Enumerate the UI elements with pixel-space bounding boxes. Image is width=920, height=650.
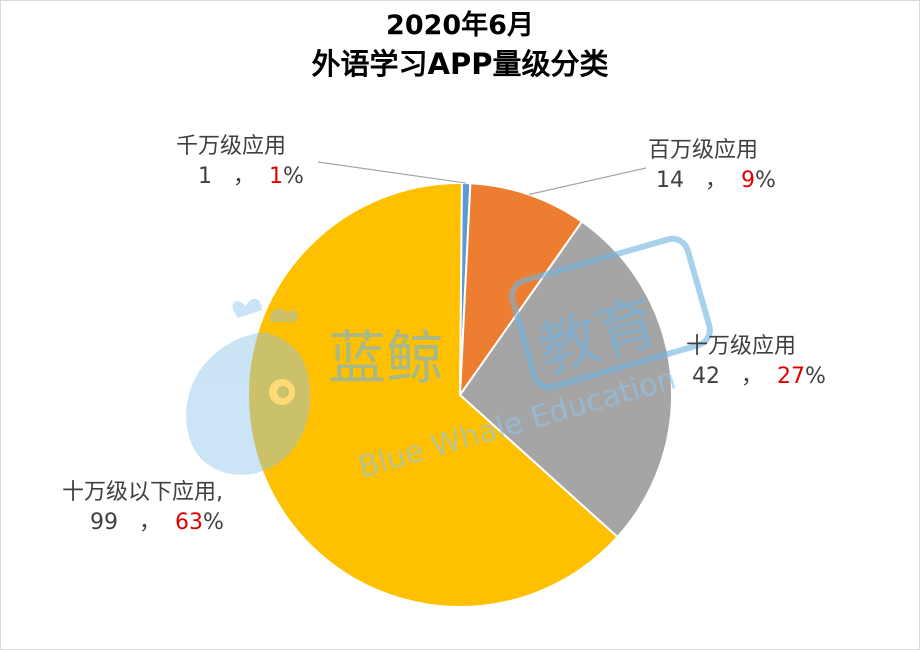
label-slice-2: 十万级应用 42 ， 27% [686,332,826,392]
label-slice-3: 十万级以下应用, 99 ， 63% [62,478,224,538]
label-slice-2-sep: ， [741,364,764,389]
label-slice-1-value: 14 [656,168,684,193]
label-slice-1-pct-sign: % [755,168,776,193]
label-slice-0-pct-sign: % [283,164,304,189]
label-slice-2-pct-sign: % [805,364,826,389]
chart-title: 2020年6月 [386,10,534,41]
label-slice-3-percent: 63 [175,510,204,535]
label-slice-2-name: 十万级应用 [686,334,797,359]
label-slice-3-sep: ， [139,510,162,535]
label-slice-0-percent: 1 [269,164,284,189]
label-slice-0-value: 1 [198,164,212,189]
label-slice-3-value: 99 [90,510,118,535]
leader-lines [317,161,647,196]
pie-slice-3 [247,182,619,608]
chart-title-block: 2020年6月 外语学习APP量级分类 [0,8,920,84]
pie-slices [247,181,673,608]
leader-line-1 [528,167,647,196]
label-slice-1-name: 百万级应用 [648,138,759,163]
label-slice-3-name: 十万级以下应用, [62,480,223,505]
chart-subtitle: 外语学习APP量级分类 [311,47,609,81]
label-slice-2-value: 42 [692,364,720,389]
label-slice-0-name: 千万级应用 [176,134,287,159]
label-slice-3-pct-sign: % [203,510,224,535]
label-slice-1-sep: ， [705,168,728,193]
leader-line-0 [317,161,467,184]
label-slice-1: 百万级应用 14 ， 9% [648,136,776,196]
label-slice-0-sep: ， [233,164,256,189]
label-slice-0: 千万级应用 1 ， 1% [176,132,304,192]
label-slice-2-percent: 27 [777,364,806,389]
label-slice-1-percent: 9 [741,168,756,193]
